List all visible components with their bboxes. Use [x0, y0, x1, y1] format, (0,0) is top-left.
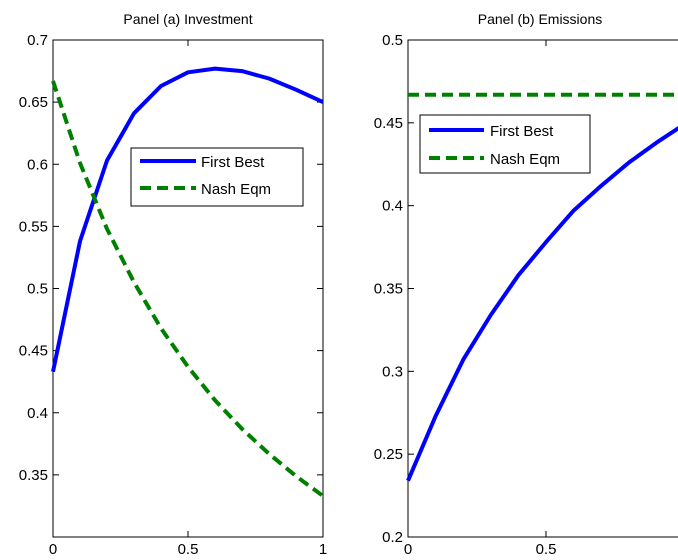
panel-b-legend-label-first-best: First Best — [490, 123, 554, 140]
panel-b-series-first-best-line — [406, 126, 678, 482]
panel-a-y-tick-label: 0.6 — [27, 156, 48, 173]
panel-b-y-tick-label: 0.2 — [382, 529, 403, 546]
panel-a-x-tick-label: 0 — [49, 541, 57, 558]
panel-a-y-tick-label: 0.7 — [27, 32, 48, 49]
panel-a-y-tick-label: 0.55 — [19, 218, 48, 235]
panel-b-y-tick-label: 0.3 — [382, 363, 403, 380]
panel-a-x-ticks: 0 0.5 1 — [49, 40, 327, 558]
panel-b-series — [406, 92, 678, 482]
panel-b-y-ticks: 0.2 0.25 0.3 0.35 0.4 0.45 0.5 — [374, 32, 414, 546]
panel-b-y-tick-label: 0.25 — [374, 446, 403, 463]
panel-a-y-tick-label: 0.5 — [27, 281, 48, 298]
panel-b-y-tick-label: 0.45 — [374, 115, 403, 132]
panel-a-legend: First Best Nash Eqm — [130, 147, 304, 207]
panel-b-x-tick-label: 0.5 — [536, 541, 557, 558]
panel-b-x-ticks: 00.51 — [404, 40, 557, 558]
panel-b-legend-label-nash-eqm: Nash Eqm — [490, 151, 560, 168]
panel-b: Panel (b) Emissions 0.2 0.25 0.3 0.35 0.4 0.4… — [374, 11, 678, 558]
panel-b-title: Panel (b) Emissions — [478, 11, 603, 27]
panel-b-legend-box — [419, 114, 591, 174]
panel-a-title: Panel (a) Investment — [123, 11, 252, 27]
panel-a-series — [51, 66, 325, 498]
panel-a-y-tick-label: 0.65 — [19, 94, 48, 111]
panel-a-legend-label-nash-eqm: Nash Eqm — [201, 181, 271, 198]
panel-b-x-tick-label: 0 — [404, 541, 412, 558]
panel-a: Panel (a) Investment 0.350.40.450.50.550… — [19, 11, 327, 558]
panel-a-legend-label-first-best: First Best — [201, 154, 265, 171]
panel-a-axes-box — [52, 39, 324, 538]
panel-a-y-tick-label: 0.35 — [19, 467, 48, 484]
panel-b-y-tick-label: 0.35 — [374, 281, 403, 298]
panel-a-y-tick-label: 0.45 — [19, 343, 48, 360]
panel-a-y-ticks: 0.35 0.4 0.45 0.5 0.55 0.6 0.65 0.7 — [19, 32, 323, 484]
panel-a-y-tick-label: 0.4 — [27, 405, 48, 422]
panel-a-series-nash-eqm-line — [51, 80, 325, 498]
panel-b-legend: First Best Nash Eqm — [419, 114, 591, 174]
panel-a-x-tick-label: 0.5 — [178, 541, 199, 558]
panel-a-series-first-best-line — [51, 66, 324, 373]
panel-b-y-tick-label: 0.5 — [382, 32, 403, 49]
panel-b-y-tick-label: 0.4 — [382, 198, 403, 215]
panel-a-x-tick-label: 1 — [319, 541, 327, 558]
panel-a-legend-box — [130, 147, 304, 207]
